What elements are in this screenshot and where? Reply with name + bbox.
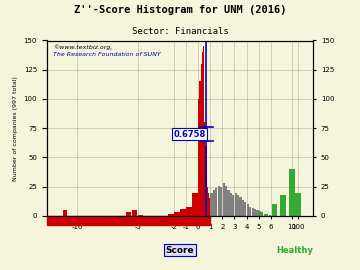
Bar <box>261 212 264 216</box>
Bar <box>186 207 192 216</box>
Bar <box>222 183 225 216</box>
Text: Sector: Financials: Sector: Financials <box>132 27 228 36</box>
Bar <box>254 209 256 216</box>
Bar <box>215 188 217 216</box>
Bar <box>235 193 237 216</box>
Bar <box>256 210 258 216</box>
Bar <box>210 193 212 216</box>
Bar <box>199 82 201 216</box>
Bar <box>295 193 301 216</box>
Bar <box>272 204 277 216</box>
Bar <box>168 214 174 216</box>
Bar <box>204 122 205 216</box>
Bar <box>198 99 199 216</box>
Bar <box>232 195 234 216</box>
Bar <box>180 209 186 216</box>
Bar <box>206 146 207 216</box>
Bar <box>209 198 210 216</box>
Bar <box>269 215 271 216</box>
Bar <box>220 187 222 216</box>
Bar <box>63 210 67 216</box>
Bar <box>208 193 209 216</box>
Bar <box>252 208 254 216</box>
Bar <box>213 190 215 216</box>
Bar <box>228 190 230 216</box>
Bar <box>218 185 220 216</box>
Bar <box>201 64 202 216</box>
Bar <box>264 214 266 216</box>
Bar <box>230 193 232 216</box>
Text: The Research Foundation of SUNY: The Research Foundation of SUNY <box>53 52 161 57</box>
Text: 0.6758: 0.6758 <box>173 130 205 139</box>
Bar <box>225 185 227 216</box>
Bar <box>192 193 198 216</box>
Bar <box>247 204 249 216</box>
Bar <box>47 216 210 225</box>
Bar <box>202 52 203 216</box>
Bar <box>207 187 208 216</box>
Bar <box>237 195 239 216</box>
Bar <box>242 200 244 216</box>
Bar <box>126 212 131 216</box>
Bar <box>239 197 242 216</box>
Text: Z''-Score Histogram for UNM (2016): Z''-Score Histogram for UNM (2016) <box>74 5 286 15</box>
Bar <box>259 211 261 216</box>
Bar <box>174 212 180 216</box>
Bar <box>249 207 251 216</box>
Bar <box>280 195 285 216</box>
Y-axis label: Number of companies (997 total): Number of companies (997 total) <box>13 76 18 181</box>
Text: Score: Score <box>166 246 194 255</box>
Bar <box>132 210 137 216</box>
Bar <box>203 46 204 216</box>
Bar <box>244 202 247 216</box>
Bar <box>266 214 268 216</box>
Text: ©www.textbiz.org,: ©www.textbiz.org, <box>53 44 112 50</box>
Text: Healthy: Healthy <box>276 246 313 255</box>
Bar <box>138 215 143 216</box>
Bar <box>289 169 295 216</box>
